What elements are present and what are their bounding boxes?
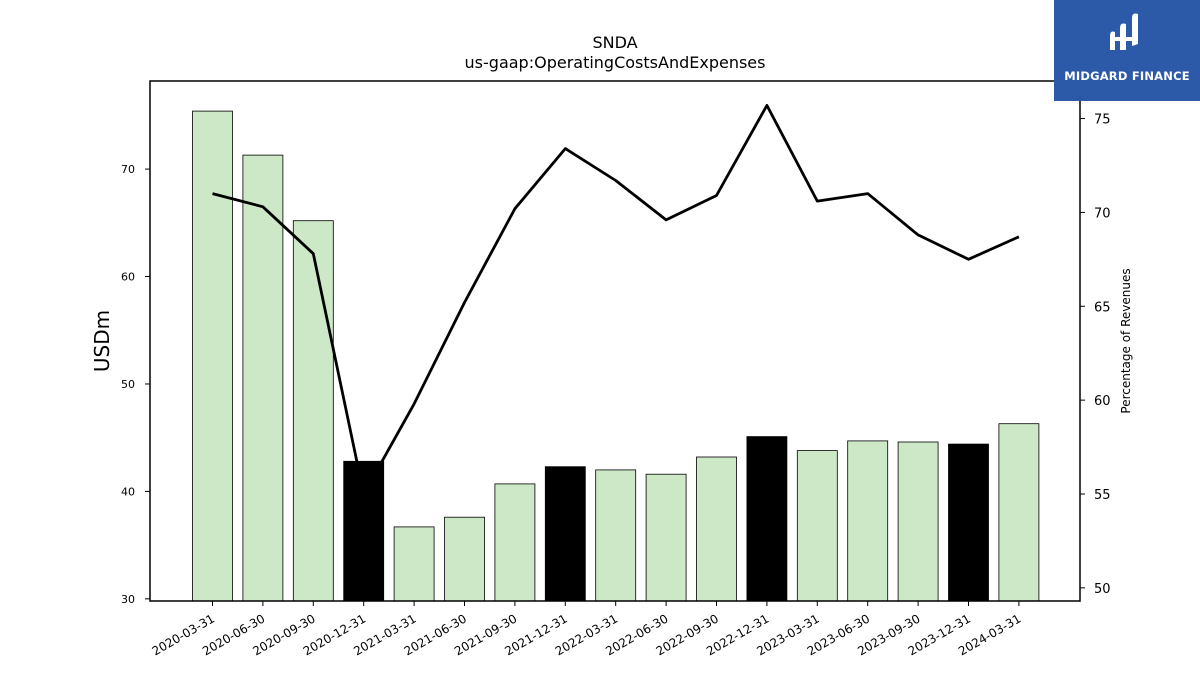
bar xyxy=(544,466,586,602)
y-tick-label: 40 xyxy=(121,485,135,498)
y-axis-right: 50 55 60 65 70 75 xyxy=(1080,113,1111,597)
bar xyxy=(948,443,989,602)
bar xyxy=(192,110,233,602)
chart-title: SNDA xyxy=(592,33,637,52)
bar xyxy=(595,469,637,602)
y-axis-right-label: Percentage of Revenues xyxy=(1119,268,1133,413)
y-tick-label: 70 xyxy=(121,163,135,176)
bar xyxy=(393,526,435,602)
y-right-tick-label: 65 xyxy=(1094,300,1111,315)
bar xyxy=(746,436,788,602)
y-axis-left: 30 40 50 60 70 xyxy=(121,163,150,606)
logo-mark-icon xyxy=(1110,13,1138,50)
bar xyxy=(847,440,889,602)
bar xyxy=(242,154,284,602)
y-tick-label: 60 xyxy=(121,271,135,284)
bar xyxy=(796,450,838,602)
line-group xyxy=(212,104,1020,496)
y-right-tick-label: 70 xyxy=(1094,206,1111,221)
logo-text: MIDGARD FINANCE xyxy=(1064,69,1190,83)
y-tick-label: 30 xyxy=(121,593,135,606)
bar xyxy=(897,441,939,602)
chart-subtitle: us-gaap:OperatingCostsAndExpenses xyxy=(465,53,766,72)
y-right-tick-label: 50 xyxy=(1094,582,1111,597)
bar-group xyxy=(192,110,1040,602)
y-right-tick-label: 75 xyxy=(1094,113,1111,128)
series-line xyxy=(212,104,1020,496)
x-axis: 2020-03-312020-06-302020-09-302020-12-31… xyxy=(150,601,1023,658)
bar xyxy=(444,516,485,602)
y-axis-label: USDm xyxy=(90,310,114,372)
bar xyxy=(645,473,687,602)
y-right-tick-label: 60 xyxy=(1094,394,1111,409)
y-right-tick-label: 55 xyxy=(1094,488,1111,503)
bar xyxy=(292,220,334,602)
bar xyxy=(998,423,1040,602)
logo: MIDGARD FINANCE xyxy=(1054,0,1200,101)
bar xyxy=(696,456,737,602)
y-tick-label: 50 xyxy=(121,378,135,391)
bar xyxy=(343,460,385,602)
plot-frame xyxy=(149,80,1081,602)
bar xyxy=(494,483,536,602)
